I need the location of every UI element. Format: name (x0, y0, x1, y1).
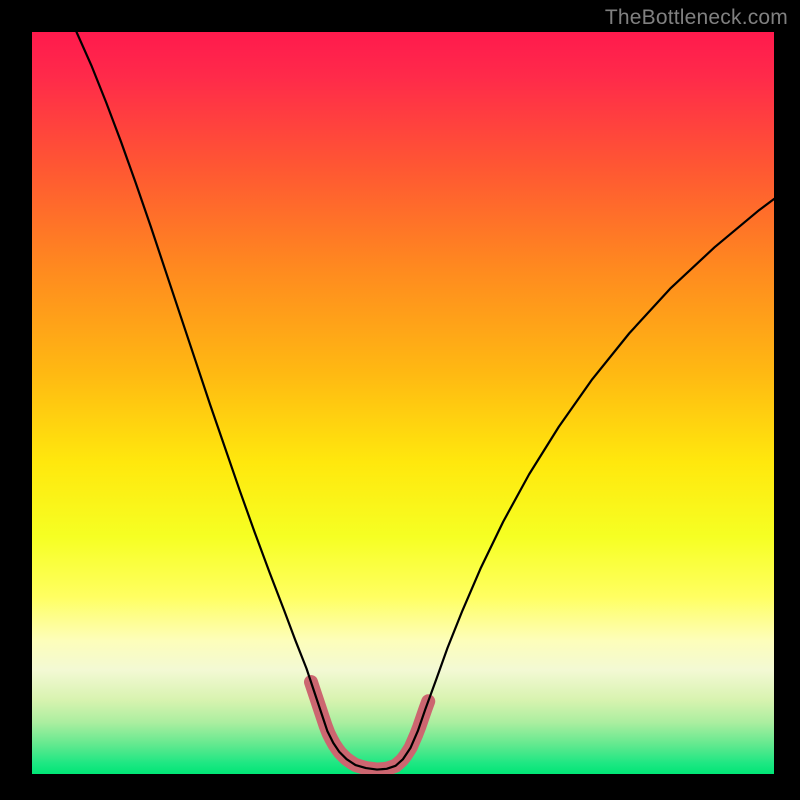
chart-frame: TheBottleneck.com (0, 0, 800, 800)
gradient-background (32, 32, 774, 774)
chart-svg (32, 32, 774, 774)
chart-plot-area (32, 32, 774, 774)
watermark-text: TheBottleneck.com (605, 6, 788, 30)
